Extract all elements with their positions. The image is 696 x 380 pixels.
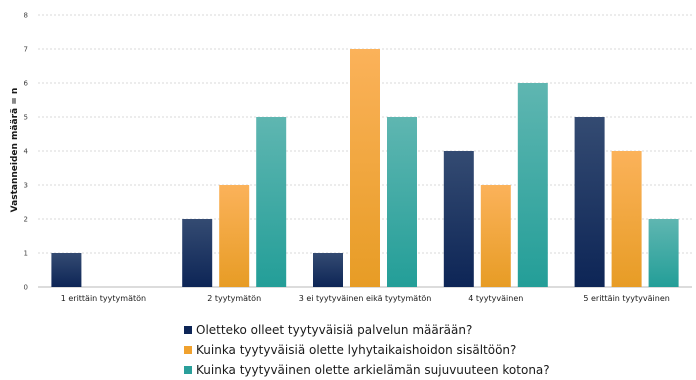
legend-item: Oletteko olleet tyytyväisiä palvelun mää… [184, 320, 604, 340]
bar [648, 219, 679, 287]
x-axis-categories: 1 erittäin tyytymätön 2 tyytymätön 3 ei ty… [61, 294, 670, 303]
bar [350, 49, 380, 287]
legend-label: Kuinka tyytyväisiä olette lyhytaikaishoi… [196, 343, 517, 357]
legend-item: Kuinka tyytyväisiä olette lyhytaikaishoi… [184, 340, 604, 360]
x-category-label: 1 erittäin tyytymätön [61, 294, 146, 303]
y-tick-label: 7 [24, 46, 28, 54]
bar [443, 151, 474, 287]
bar-chart: 0 1 2 3 4 5 6 7 8 1 erittäin tyytymätön 2 tyytymä… [10, 12, 692, 303]
bar [51, 253, 82, 287]
bars [51, 49, 679, 287]
x-category-label: 2 tyytymätön [207, 294, 261, 303]
x-category-label: 3 ei tyytyväinen eikä tyytymätön [299, 294, 432, 303]
legend: Oletteko olleet tyytyväisiä palvelun mää… [184, 320, 604, 380]
legend-swatch [184, 346, 192, 354]
y-tick-label: 6 [24, 80, 29, 88]
y-axis-label: Vastanneiden määrä = n [10, 88, 20, 213]
y-tick-label: 1 [24, 250, 28, 258]
y-axis-ticks: 0 1 2 3 4 5 6 7 8 [24, 12, 29, 292]
bar [313, 253, 343, 287]
bar [219, 185, 250, 287]
bar [182, 219, 213, 287]
y-tick-label: 4 [24, 148, 29, 156]
y-tick-label: 5 [24, 114, 28, 122]
bar [256, 117, 287, 287]
legend-swatch [184, 366, 192, 374]
bar [517, 83, 548, 287]
y-tick-label: 3 [24, 182, 28, 190]
bar [611, 151, 642, 287]
x-category-label: 4 tyytyväinen [468, 294, 523, 303]
y-tick-label: 0 [24, 284, 28, 292]
y-tick-label: 2 [24, 216, 28, 224]
legend-item: Kuinka tyytyväinen olette arkielämän suj… [184, 360, 604, 380]
legend-label: Oletteko olleet tyytyväisiä palvelun mää… [196, 323, 473, 337]
legend-label: Kuinka tyytyväinen olette arkielämän suj… [196, 363, 550, 377]
bar [480, 185, 511, 287]
y-tick-label: 8 [24, 12, 28, 20]
bar [387, 117, 417, 287]
legend-swatch [184, 326, 192, 334]
x-category-label: 5 erittäin tyytyväinen [583, 294, 669, 303]
bar [574, 117, 605, 287]
